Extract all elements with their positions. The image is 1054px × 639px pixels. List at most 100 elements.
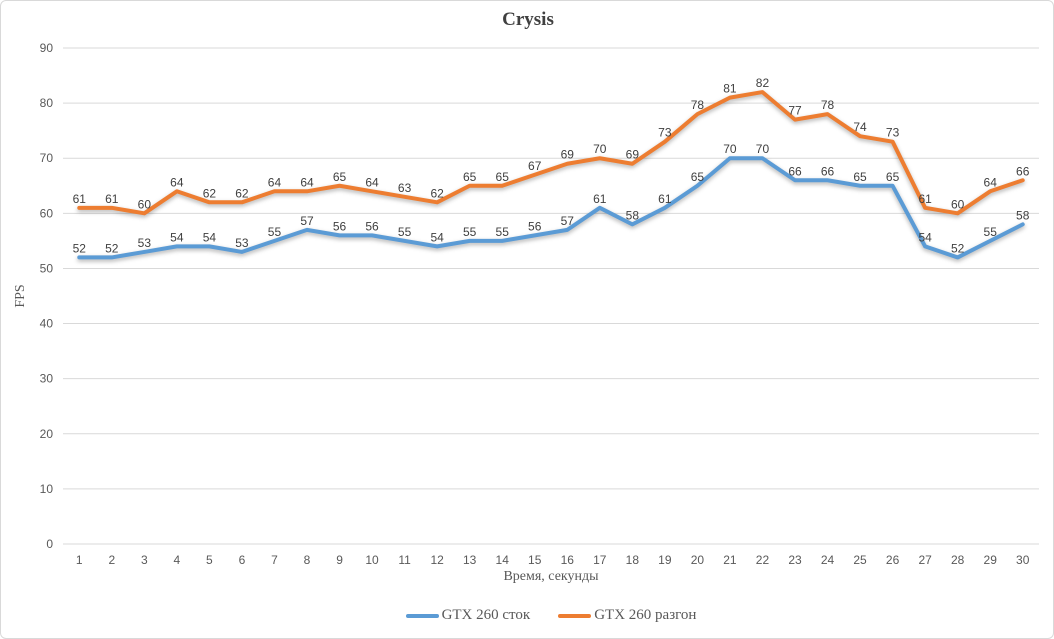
data-point-label: 70 bbox=[723, 142, 737, 156]
data-point-label: 65 bbox=[886, 170, 900, 184]
y-tick-label: 70 bbox=[40, 151, 54, 165]
legend: GTX 260 сток GTX 260 разгон bbox=[63, 607, 1039, 624]
x-tick-label: 15 bbox=[528, 553, 542, 567]
legend-label: GTX 260 сток bbox=[441, 607, 531, 623]
data-point-label: 56 bbox=[333, 219, 347, 233]
data-point-label: 55 bbox=[496, 225, 510, 239]
x-tick-label: 14 bbox=[496, 553, 510, 567]
data-point-label: 54 bbox=[430, 230, 444, 244]
data-point-label: 74 bbox=[853, 120, 867, 134]
data-point-label: 65 bbox=[463, 170, 477, 184]
data-point-label: 52 bbox=[73, 241, 87, 255]
x-tick-label: 8 bbox=[304, 553, 311, 567]
x-tick-label: 20 bbox=[691, 553, 705, 567]
chart-title: Crysis bbox=[502, 9, 554, 30]
x-tick-label: 30 bbox=[1016, 553, 1030, 567]
y-tick-label: 10 bbox=[40, 482, 54, 496]
x-tick-label: 5 bbox=[206, 553, 213, 567]
x-tick-label: 21 bbox=[723, 553, 737, 567]
x-tick-label: 18 bbox=[626, 553, 640, 567]
y-tick-label: 80 bbox=[40, 96, 54, 110]
data-point-label: 62 bbox=[203, 186, 217, 200]
data-point-label: 52 bbox=[951, 241, 965, 255]
x-tick-label: 7 bbox=[271, 553, 278, 567]
legend-item: GTX 260 разгон bbox=[558, 607, 696, 624]
data-point-label: 62 bbox=[235, 186, 249, 200]
x-tick-label: 6 bbox=[239, 553, 246, 567]
legend-marker-icon bbox=[558, 613, 592, 618]
data-point-label: 54 bbox=[203, 230, 217, 244]
x-tick-label: 3 bbox=[141, 553, 148, 567]
data-point-label: 78 bbox=[691, 98, 705, 112]
data-point-label: 52 bbox=[105, 241, 119, 255]
data-point-label: 61 bbox=[658, 192, 672, 206]
x-tick-label: 17 bbox=[593, 553, 607, 567]
x-tick-label: 12 bbox=[430, 553, 444, 567]
x-tick-label: 27 bbox=[918, 553, 932, 567]
data-point-label: 61 bbox=[105, 192, 119, 206]
data-point-label: 82 bbox=[756, 76, 770, 90]
x-tick-label: 24 bbox=[821, 553, 835, 567]
data-point-label: 66 bbox=[821, 164, 835, 178]
x-tick-label: 1 bbox=[76, 553, 83, 567]
data-point-label: 62 bbox=[430, 186, 444, 200]
series-line-0 bbox=[77, 156, 1025, 260]
data-point-label: 61 bbox=[73, 192, 87, 206]
data-point-label: 69 bbox=[561, 148, 575, 162]
data-point-label: 65 bbox=[853, 170, 867, 184]
data-point-label: 57 bbox=[300, 214, 314, 228]
data-point-label: 65 bbox=[333, 170, 347, 184]
y-tick-label: 40 bbox=[40, 317, 54, 331]
data-point-label: 73 bbox=[658, 126, 672, 140]
x-tick-label: 16 bbox=[561, 553, 575, 567]
data-point-label: 65 bbox=[691, 170, 705, 184]
data-point-label: 81 bbox=[723, 82, 737, 96]
data-point-label: 77 bbox=[788, 104, 802, 118]
data-point-label: 64 bbox=[170, 175, 184, 189]
data-point-label: 70 bbox=[593, 142, 607, 156]
data-point-label: 57 bbox=[561, 214, 575, 228]
data-point-label: 67 bbox=[528, 159, 542, 173]
data-point-label: 64 bbox=[984, 175, 998, 189]
data-point-label: 66 bbox=[1016, 164, 1030, 178]
x-tick-label: 19 bbox=[658, 553, 672, 567]
x-tick-label: 23 bbox=[788, 553, 802, 567]
x-tick-label: 26 bbox=[886, 553, 900, 567]
data-point-label: 65 bbox=[496, 170, 510, 184]
y-tick-label: 50 bbox=[40, 261, 54, 275]
data-point-label: 64 bbox=[365, 175, 379, 189]
x-tick-label: 10 bbox=[365, 553, 379, 567]
legend-label: GTX 260 разгон bbox=[594, 607, 697, 623]
x-tick-label: 11 bbox=[398, 553, 411, 567]
data-point-label: 61 bbox=[918, 192, 932, 206]
data-point-label: 55 bbox=[398, 225, 412, 239]
data-point-label: 56 bbox=[528, 219, 542, 233]
x-tick-label: 9 bbox=[336, 553, 343, 567]
data-point-label: 54 bbox=[918, 230, 932, 244]
data-point-label: 53 bbox=[235, 236, 249, 250]
data-point-label: 63 bbox=[398, 181, 412, 195]
x-tick-label: 25 bbox=[853, 553, 867, 567]
data-point-label: 58 bbox=[626, 208, 640, 222]
x-tick-label: 2 bbox=[108, 553, 115, 567]
y-tick-label: 30 bbox=[40, 372, 54, 386]
data-point-label: 53 bbox=[138, 236, 152, 250]
data-point-label: 66 bbox=[788, 164, 802, 178]
data-point-label: 64 bbox=[268, 175, 282, 189]
x-tick-label: 28 bbox=[951, 553, 965, 567]
data-point-label: 55 bbox=[984, 225, 998, 239]
data-point-label: 56 bbox=[365, 219, 379, 233]
x-axis-title: Время, секунды bbox=[503, 569, 599, 584]
x-tick-label: 13 bbox=[463, 553, 477, 567]
data-point-label: 58 bbox=[1016, 208, 1030, 222]
y-tick-label: 90 bbox=[40, 41, 54, 55]
x-tick-label: 4 bbox=[174, 553, 181, 567]
data-point-label: 69 bbox=[626, 148, 640, 162]
y-tick-label: 60 bbox=[40, 206, 54, 220]
data-point-label: 54 bbox=[170, 230, 184, 244]
data-point-label: 55 bbox=[268, 225, 282, 239]
series-line-1 bbox=[77, 90, 1025, 216]
data-point-label: 55 bbox=[463, 225, 477, 239]
